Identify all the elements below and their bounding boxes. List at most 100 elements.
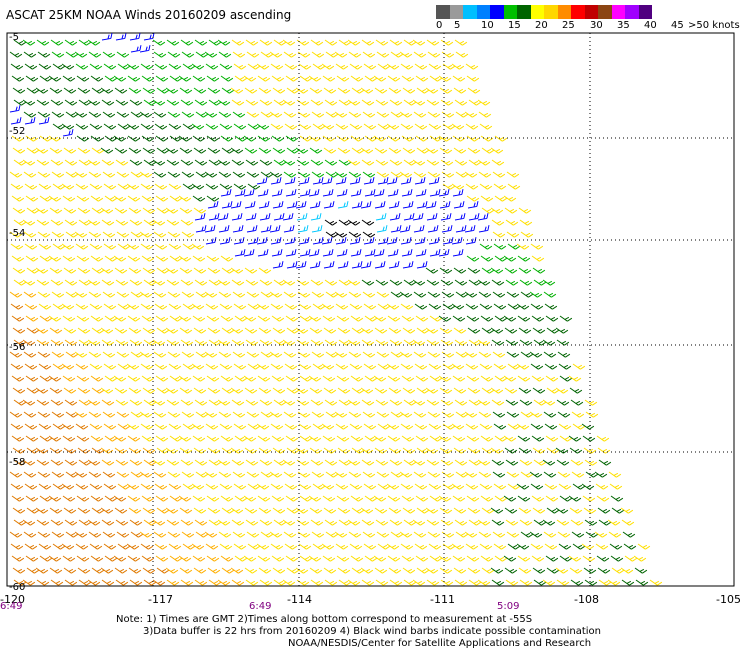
wind-barb xyxy=(412,39,426,46)
wind-barb xyxy=(402,261,414,269)
wind-barb xyxy=(388,507,402,514)
wind-barb xyxy=(78,39,92,46)
wind-barb xyxy=(386,363,400,370)
wind-barb xyxy=(455,171,469,178)
wind-barb xyxy=(38,183,52,190)
wind-barb xyxy=(61,243,75,250)
wind-barb xyxy=(390,351,404,358)
wind-barb xyxy=(375,399,389,406)
wind-barb xyxy=(401,135,415,142)
wind-barb xyxy=(298,483,312,490)
wind-barb xyxy=(348,111,362,118)
wind-barb xyxy=(116,51,130,58)
wind-barb xyxy=(181,531,195,538)
wind-barb xyxy=(477,399,491,406)
legend-swatch-6 xyxy=(517,5,531,19)
wind-barb xyxy=(428,483,442,490)
wind-barb xyxy=(374,261,386,269)
wind-barb xyxy=(116,531,130,538)
wind-barb xyxy=(364,435,378,442)
wind-barb xyxy=(413,225,425,233)
legend-tick-2: 10 xyxy=(481,20,494,31)
wind-barb xyxy=(13,159,27,166)
wind-barb xyxy=(361,519,375,526)
wind-barb xyxy=(63,507,77,514)
wind-barb xyxy=(531,255,545,262)
wind-barb xyxy=(89,423,103,430)
wind-barb xyxy=(360,87,374,94)
wind-barb xyxy=(583,447,597,454)
wind-barb xyxy=(413,51,427,58)
wind-barb xyxy=(478,171,492,178)
wind-barb xyxy=(571,531,585,538)
wind-barb xyxy=(218,225,230,233)
wind-barb xyxy=(389,339,403,346)
wind-barb xyxy=(387,75,401,82)
wind-barb xyxy=(100,147,114,154)
lon-label-108: -108 xyxy=(574,593,599,606)
wind-barb xyxy=(169,375,183,382)
wind-barb xyxy=(388,87,402,94)
wind-barb xyxy=(13,519,27,526)
wind-barb xyxy=(154,63,168,70)
wind-barb xyxy=(401,555,415,562)
wind-barb xyxy=(505,579,519,586)
wind-barb xyxy=(50,339,64,346)
wind-barb xyxy=(350,75,364,82)
wind-barb xyxy=(308,435,322,442)
wind-barb xyxy=(88,291,102,298)
wind-barb xyxy=(114,207,128,214)
wind-barb xyxy=(493,183,507,190)
wind-barb xyxy=(260,471,274,478)
wind-barb xyxy=(233,183,247,190)
legend-swatch-12 xyxy=(598,5,612,19)
wind-barb xyxy=(284,543,298,550)
wind-barb xyxy=(530,243,544,250)
legend-tick-7: 35 xyxy=(617,20,630,31)
wind-barb xyxy=(545,555,559,562)
wind-barb xyxy=(11,435,25,442)
wind-barb xyxy=(403,279,417,286)
wind-barb xyxy=(154,183,168,190)
wind-barb xyxy=(347,279,361,286)
wind-barb xyxy=(115,219,129,226)
wind-barb xyxy=(286,261,298,269)
wind-barb xyxy=(517,315,531,322)
wind-barb xyxy=(299,189,311,197)
wind-barb xyxy=(349,63,363,70)
wind-barb xyxy=(559,375,573,382)
wind-barb xyxy=(363,423,377,430)
wind-barb xyxy=(389,99,403,106)
wind-barb xyxy=(259,399,273,406)
wind-barb xyxy=(584,579,598,586)
wind-barb xyxy=(75,363,89,370)
wind-barb xyxy=(91,147,105,154)
wind-barb xyxy=(165,267,179,274)
wind-barb xyxy=(403,579,417,586)
wind-barb xyxy=(193,87,207,94)
wind-barb xyxy=(206,375,220,382)
wind-barb xyxy=(607,579,621,586)
wind-barb xyxy=(468,579,482,586)
wind-barb xyxy=(139,531,153,538)
wind-barb xyxy=(321,177,333,185)
wind-barb xyxy=(36,399,50,406)
wind-barb xyxy=(286,147,300,154)
wind-barb xyxy=(507,303,521,310)
wind-barb xyxy=(440,339,454,346)
wind-barb xyxy=(361,159,375,166)
wind-barb xyxy=(65,411,79,418)
wind-barb xyxy=(402,447,416,454)
wind-barb xyxy=(373,189,385,197)
wind-barb xyxy=(167,291,181,298)
wind-barb xyxy=(269,411,283,418)
legend-swatch-2 xyxy=(463,5,477,19)
wind-barb xyxy=(78,579,92,586)
wind-barb xyxy=(374,567,388,574)
wind-barb xyxy=(247,363,261,370)
wind-barb xyxy=(256,123,270,130)
wind-barb xyxy=(141,555,155,562)
wind-barb xyxy=(102,231,116,238)
wind-barb xyxy=(374,447,388,454)
wind-barb xyxy=(37,531,51,538)
